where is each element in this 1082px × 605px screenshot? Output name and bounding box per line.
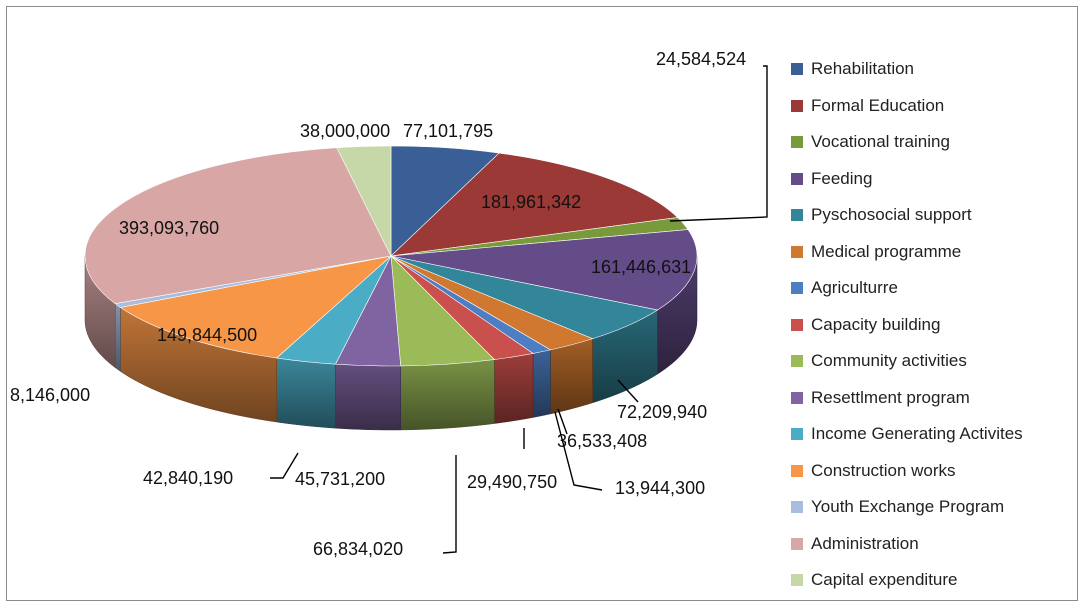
legend-swatch xyxy=(791,136,803,149)
legend-swatch xyxy=(791,537,803,550)
legend-swatch xyxy=(791,501,803,514)
data-label-formal-education: 181,961,342 xyxy=(481,192,581,212)
legend-swatch xyxy=(791,464,803,477)
legend-label: Income Generating Activites xyxy=(811,424,1023,444)
pie-slice-side-youth-exchange-program xyxy=(114,303,121,372)
legend-swatch xyxy=(791,282,803,295)
legend-item: Formal Education xyxy=(791,88,1081,125)
data-label-rehabilitation: 77,101,795 xyxy=(403,121,493,141)
legend-swatch xyxy=(791,172,803,185)
pie-chart: 77,101,795 181,961,342 24,584,524 161,446,6… xyxy=(10,49,768,559)
data-label-youth-exchange-program: 8,146,000 xyxy=(10,385,90,405)
data-label-resettlment-program: 45,731,200 xyxy=(295,469,385,489)
legend-label: Vocational training xyxy=(811,132,950,152)
chart-legend: Rehabilitation Formal Education Vocational… xyxy=(791,51,1081,599)
legend-item: Community activities xyxy=(791,343,1081,380)
legend-label: Pyschosocial support xyxy=(811,205,972,225)
data-label-vocational-training: 24,584,524 xyxy=(656,49,746,69)
legend-label: Administration xyxy=(811,533,919,553)
legend-label: Community activities xyxy=(811,351,967,371)
legend-label: Resettlment program xyxy=(811,387,970,407)
legend-item: Pyschosocial support xyxy=(791,197,1081,234)
legend-label: Construction works xyxy=(811,460,956,480)
legend-item: Feeding xyxy=(791,161,1081,198)
legend-item: Construction works xyxy=(791,453,1081,490)
data-label-income-generating-activites: 42,840,190 xyxy=(143,468,233,488)
chart-frame: 77,101,795 181,961,342 24,584,524 161,446,6… xyxy=(6,6,1078,601)
legend-item: Administration xyxy=(791,526,1081,563)
legend-label: Agriculturre xyxy=(811,278,898,298)
legend-item: Medical programme xyxy=(791,234,1081,271)
legend-item: Youth Exchange Program xyxy=(791,489,1081,526)
legend-label: Capital expenditure xyxy=(811,570,958,590)
data-label-community-activities: 66,834,020 xyxy=(313,539,403,559)
pie-slice-construction-works[interactable] xyxy=(119,255,393,359)
leader-line xyxy=(554,411,603,491)
pie-slice-side-resettlment-program xyxy=(335,363,401,431)
legend-item: Capacity building xyxy=(791,307,1081,344)
pie-slice-side-community-activities xyxy=(400,359,495,431)
data-label-agriculturre: 13,944,300 xyxy=(615,478,705,498)
pie-slice-capital-expenditure[interactable] xyxy=(336,145,392,257)
leader-line xyxy=(557,408,568,435)
data-label-administration: 393,093,760 xyxy=(119,218,219,238)
legend-label: Feeding xyxy=(811,168,873,188)
pie-side-walls xyxy=(84,255,698,431)
data-label-medical-programme: 36,533,408 xyxy=(557,431,647,451)
pie-top-faces xyxy=(84,145,698,367)
legend-swatch xyxy=(791,355,803,368)
legend-swatch xyxy=(791,428,803,441)
legend-swatch xyxy=(791,63,803,76)
legend-label: Capacity building xyxy=(811,314,941,334)
data-label-feeding: 161,446,631 xyxy=(591,257,691,277)
legend-label: Formal Education xyxy=(811,95,945,115)
data-label-pyschosocial-support: 72,209,940 xyxy=(617,402,707,422)
pie-slice-side-medical-programme xyxy=(550,338,593,415)
legend-label: Medical programme xyxy=(811,241,962,261)
legend-item: Rehabilitation xyxy=(791,51,1081,88)
leader-line xyxy=(442,455,457,554)
leader-line xyxy=(669,65,768,222)
pie-slice-side-income-generating-activites xyxy=(276,357,336,429)
data-labels: 77,101,795 181,961,342 24,584,524 161,446,6… xyxy=(10,49,768,559)
pie-slice-side-agriculturre xyxy=(532,349,551,418)
data-label-capital-expenditure: 38,000,000 xyxy=(300,121,390,141)
data-label-construction-works: 149,844,500 xyxy=(157,325,257,345)
pie-slice-feeding[interactable] xyxy=(390,229,698,311)
pie-slice-administration[interactable] xyxy=(84,147,392,304)
legend-item: Resettlment program xyxy=(791,380,1081,417)
legend-item: Agriculturre xyxy=(791,270,1081,307)
leader-line xyxy=(270,452,299,479)
legend-swatch xyxy=(791,99,803,112)
legend-swatch xyxy=(791,209,803,222)
leader-line xyxy=(617,379,639,403)
legend-swatch xyxy=(791,574,803,587)
data-label-capacity-building: 29,490,750 xyxy=(467,472,557,492)
pie-slice-formal-education[interactable] xyxy=(390,152,679,257)
legend-label: Youth Exchange Program xyxy=(811,497,1005,517)
legend-item: Vocational training xyxy=(791,124,1081,161)
legend-item: Income Generating Activites xyxy=(791,416,1081,453)
legend-swatch xyxy=(791,318,803,331)
legend-swatch xyxy=(791,245,803,258)
legend-swatch xyxy=(791,391,803,404)
legend-label: Rehabilitation xyxy=(811,59,915,79)
pie-slice-side-capacity-building xyxy=(494,353,534,424)
legend-item: Capital expenditure xyxy=(791,562,1081,599)
